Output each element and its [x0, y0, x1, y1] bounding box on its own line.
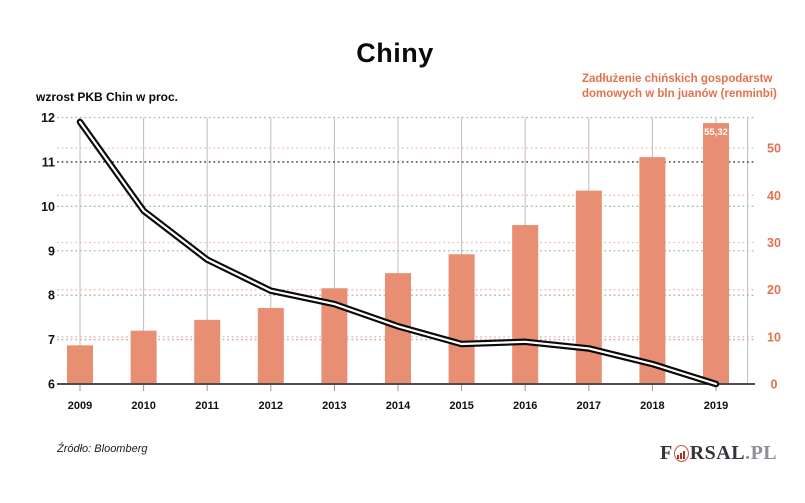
- year-label: 2009: [68, 400, 92, 412]
- year-label: 2010: [131, 400, 155, 412]
- left-axis-legend: wzrost PKB Chin w proc.: [36, 90, 179, 104]
- left-axis-tick-label: 6: [48, 378, 55, 392]
- logo-bar-chart-circle-icon: [673, 445, 689, 462]
- right-axis-tick-label: 20: [767, 283, 781, 297]
- left-axis-tick-label: 9: [48, 244, 55, 258]
- gdp-line-core: [78, 120, 718, 386]
- bar-2018: [639, 157, 666, 384]
- right-axis-tick-label: 0: [771, 378, 778, 392]
- source-note: Źródło: Bloomberg: [57, 443, 148, 455]
- year-label: 2018: [640, 400, 664, 412]
- right-axis-tick-label: 30: [767, 236, 781, 250]
- logo-letters-rsal: RSAL: [689, 442, 746, 464]
- bar-2009: [67, 345, 93, 384]
- year-label: 2015: [449, 400, 473, 412]
- bar-2010: [130, 330, 157, 384]
- bar-2017: [575, 190, 602, 384]
- bar-2015: [448, 254, 475, 384]
- right-axis-tick-label: 40: [767, 189, 781, 203]
- bar-2012: [257, 308, 284, 384]
- bar-2019: [703, 123, 729, 384]
- year-label: 2011: [195, 400, 219, 412]
- bar-value-label: 55,32: [704, 127, 728, 138]
- logo-letters-pl: .PL: [745, 442, 778, 464]
- bar-2011: [194, 319, 221, 384]
- left-axis-tick-label: 12: [41, 111, 55, 125]
- forsal-logo: F RSAL .PL: [660, 442, 777, 465]
- year-label: 2013: [322, 400, 346, 412]
- right-axis-legend: Zadłużenie chińskich gospodarstw domowyc…: [582, 73, 777, 100]
- year-label: 2017: [577, 400, 601, 412]
- left-axis-tick-label: 10: [41, 200, 55, 214]
- year-label: 2014: [386, 400, 411, 412]
- left-axis-tick-label: 7: [48, 333, 55, 347]
- bar-2016: [512, 225, 539, 384]
- right-axis-tick-label: 10: [767, 330, 781, 344]
- right-axis-tick-label: 50: [767, 142, 781, 156]
- left-axis-tick-label: 11: [42, 155, 55, 169]
- year-label: 2012: [259, 400, 283, 412]
- logo-letter-f: F: [660, 442, 673, 464]
- page-title: Chiny: [356, 38, 434, 68]
- left-axis-tick-label: 8: [48, 289, 55, 303]
- year-label: 2019: [704, 400, 728, 412]
- year-label: 2016: [513, 400, 537, 412]
